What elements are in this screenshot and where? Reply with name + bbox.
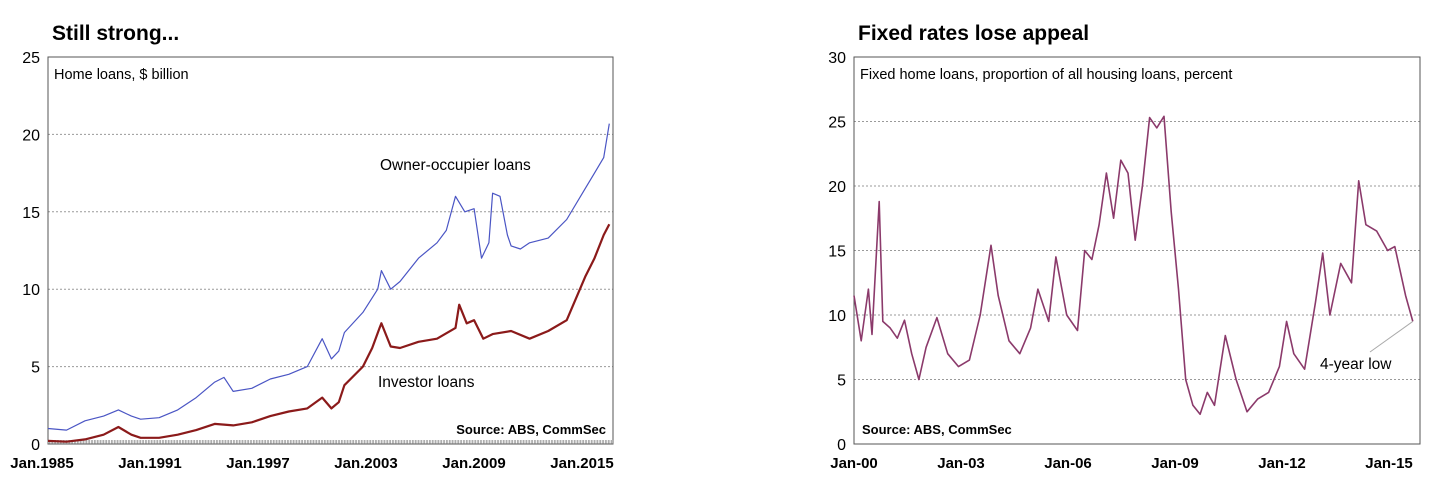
annotation-4-year-low: 4-year low	[1320, 356, 1392, 373]
x-tick-label: Jan.1985	[10, 455, 73, 472]
y-tick-label: 25	[828, 115, 846, 132]
source-note: Source: ABS, CommSec	[862, 422, 1012, 437]
chart-panel-fixed-rates: Fixed rates lose appeal 0 5 10 15 20 25 30 Jan-…	[720, 0, 1440, 497]
y-tick-label: 15	[22, 205, 40, 222]
chart-subtitle: Home loans, $ billion	[54, 67, 189, 83]
chart-fixed-rates: 0 5 10 15 20 25 30 Jan-00 Jan-03 Jan-06 Jan-09 Jan-…	[828, 50, 1421, 472]
plot-area	[853, 56, 1421, 445]
x-tick-label: Jan-03	[937, 455, 985, 472]
chart-title: Still strong...	[52, 22, 180, 45]
y-tick-label: 5	[31, 360, 40, 377]
chart-subtitle: Fixed home loans, proportion of all hous…	[860, 67, 1232, 83]
y-tick-label: 25	[22, 50, 40, 67]
x-tick-label: Jan-09	[1151, 455, 1199, 472]
plot-area	[47, 56, 614, 445]
x-tick-label: Jan.2015	[550, 455, 613, 472]
x-tick-label: Jan.2009	[442, 455, 505, 472]
annotation-owner-occupier: Owner-occupier loans	[380, 157, 531, 174]
x-tick-label: Jan-12	[1258, 455, 1306, 472]
annotation-connector	[1369, 321, 1414, 353]
y-tick-label: 5	[837, 373, 846, 390]
x-tick-label: Jan-15	[1365, 455, 1413, 472]
x-tick-label: Jan.2003	[334, 455, 397, 472]
chart-panel-home-loans: Still strong... 0 5 10 15 20 25 Jan.1985 Jan.19…	[10, 22, 614, 472]
x-tick-label: Jan-00	[830, 455, 878, 472]
source-note: Source: ABS, CommSec	[456, 422, 606, 437]
y-tick-label: 0	[837, 437, 846, 454]
chart-title: Fixed rates lose appeal	[858, 22, 1090, 45]
series-line	[47, 123, 610, 431]
series-line	[47, 223, 611, 443]
x-tick-label: Jan-06	[1044, 455, 1092, 472]
y-tick-label: 15	[828, 244, 846, 261]
chart-home-loans: 0 5 10 15 20 25 Jan.1985 Jan.1991 Jan.1997 Jan.20…	[10, 50, 614, 472]
series-line	[853, 115, 1414, 416]
y-tick-label: 20	[22, 127, 40, 144]
x-tick-label: Jan.1991	[118, 455, 181, 472]
y-tick-label: 0	[31, 437, 40, 454]
y-tick-label: 30	[828, 50, 846, 67]
y-tick-label: 10	[22, 282, 40, 299]
y-tick-label: 10	[828, 308, 846, 325]
y-tick-label: 20	[828, 179, 846, 196]
x-tick-label: Jan.1997	[226, 455, 289, 472]
annotation-investor: Investor loans	[378, 374, 475, 391]
